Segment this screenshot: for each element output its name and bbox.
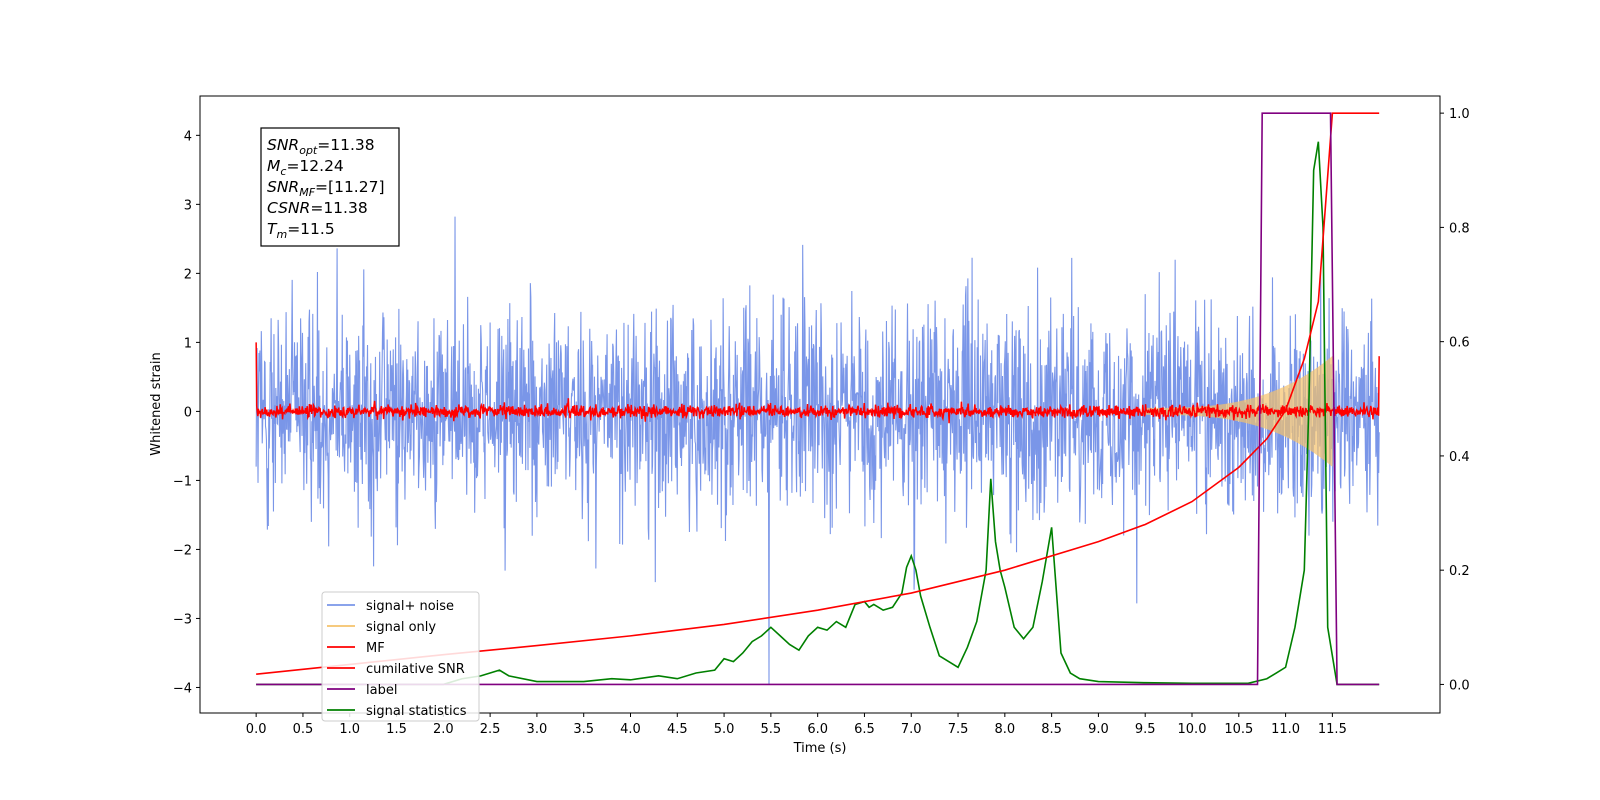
legend-label: MF bbox=[366, 641, 385, 656]
y-tick-label: 1 bbox=[184, 336, 192, 351]
series-mf bbox=[255, 342, 1380, 424]
series-signal-noise bbox=[255, 216, 1380, 685]
y2-tick-label: 1.0 bbox=[1449, 107, 1470, 122]
legend-label: signal statistics bbox=[366, 704, 467, 719]
legend-label: signal+ noise bbox=[366, 599, 454, 614]
y-tick-label: 0 bbox=[184, 405, 192, 420]
x-tick-label: 2.0 bbox=[433, 722, 454, 737]
annotation-line: SNRMF=[11.27] bbox=[267, 178, 385, 199]
series-cumulative-snr bbox=[256, 112, 1380, 675]
x-tick-label: 11.0 bbox=[1271, 722, 1300, 737]
y-tick-label: −4 bbox=[173, 681, 192, 696]
legend-label: cumilative SNR bbox=[366, 662, 465, 677]
axis-ticks: 0.0 0.5 1.0 1.5 2.0 2.5 3.0 3.5 4.0 4.5 5.0 5.5 6.0 6… bbox=[173, 107, 1470, 737]
y2-tick-label: 0.0 bbox=[1449, 678, 1470, 693]
x-axis-label: Time (s) bbox=[793, 741, 847, 756]
x-tick-label: 1.0 bbox=[339, 722, 360, 737]
x-tick-label: 6.5 bbox=[854, 722, 875, 737]
x-tick-label: 11.5 bbox=[1318, 722, 1347, 737]
x-tick-label: 7.5 bbox=[948, 722, 969, 737]
x-tick-label: 0.0 bbox=[246, 722, 267, 737]
y-tick-label: −2 bbox=[173, 543, 192, 558]
y2-tick-label: 0.4 bbox=[1449, 450, 1470, 465]
annotation-line: SNRopt=11.38 bbox=[267, 136, 375, 157]
x-tick-label: 10.5 bbox=[1224, 722, 1253, 737]
annotation-line: Tm=11.5 bbox=[267, 220, 335, 241]
x-tick-label: 7.0 bbox=[901, 722, 922, 737]
x-tick-label: 3.5 bbox=[573, 722, 594, 737]
x-tick-label: 4.0 bbox=[620, 722, 641, 737]
legend-label: signal only bbox=[366, 620, 436, 635]
x-tick-label: 8.0 bbox=[994, 722, 1015, 737]
x-tick-label: 9.5 bbox=[1135, 722, 1156, 737]
x-tick-label: 2.5 bbox=[480, 722, 501, 737]
y2-tick-label: 0.8 bbox=[1449, 221, 1470, 236]
series-layer bbox=[255, 112, 1380, 686]
annotation-line: CSNR=11.38 bbox=[267, 199, 368, 217]
x-tick-label: 0.5 bbox=[293, 722, 314, 737]
y-tick-label: 2 bbox=[184, 267, 192, 282]
y-axis-label: Whitened strain bbox=[149, 352, 164, 455]
annotation-box: SNRopt=11.38Mc=12.24SNRMF=[11.27]CSNR=11… bbox=[260, 127, 400, 247]
y-tick-label: −3 bbox=[173, 612, 192, 627]
y-tick-label: 3 bbox=[184, 198, 192, 213]
x-tick-label: 6.0 bbox=[807, 722, 828, 737]
legend: signal+ noise signal only MF cumilative SNR… bbox=[321, 591, 480, 722]
legend-frame bbox=[321, 591, 480, 722]
x-tick-label: 10.0 bbox=[1178, 722, 1207, 737]
y2-tick-label: 0.2 bbox=[1449, 564, 1470, 579]
plot-frame bbox=[199, 95, 1441, 714]
annotation-frame bbox=[260, 127, 400, 247]
x-tick-label: 4.5 bbox=[667, 722, 688, 737]
y2-tick-label: 0.6 bbox=[1449, 336, 1470, 351]
y-tick-label: 4 bbox=[184, 129, 192, 144]
x-tick-label: 8.5 bbox=[1041, 722, 1062, 737]
series-signal-statistics bbox=[256, 141, 1380, 686]
annotation-line: Mc=12.24 bbox=[267, 157, 344, 178]
x-tick-label: 9.0 bbox=[1088, 722, 1109, 737]
legend-label: label bbox=[366, 683, 397, 698]
x-tick-label: 5.5 bbox=[761, 722, 782, 737]
x-tick-label: 1.5 bbox=[386, 722, 407, 737]
series-label bbox=[256, 112, 1380, 686]
x-tick-label: 5.0 bbox=[714, 722, 735, 737]
x-tick-label: 3.0 bbox=[527, 722, 548, 737]
y-tick-label: −1 bbox=[173, 474, 192, 489]
